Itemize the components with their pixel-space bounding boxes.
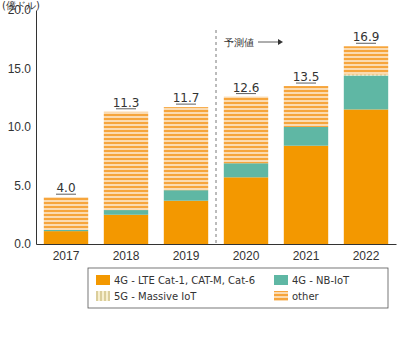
legend-swatch	[96, 275, 110, 285]
legend-label: 4G - LTE Cat-1, CAT-M, Cat-6	[114, 275, 255, 286]
legend-swatch	[96, 291, 110, 301]
bar-segment	[104, 210, 148, 215]
y-tick-label: 15.0	[8, 62, 32, 76]
legend-swatch	[274, 275, 288, 285]
x-tick-label: 2017	[53, 249, 80, 263]
legend-swatch	[274, 291, 288, 301]
bar-segment	[44, 231, 88, 244]
annotation-arrow	[258, 42, 278, 43]
total-underline	[116, 108, 136, 109]
bar-segment	[164, 190, 208, 201]
bar-segment	[284, 146, 328, 244]
x-axis-line	[37, 244, 397, 245]
chart-container: 0.05.010.015.020.0(億ドル)20172018201920202…	[0, 0, 416, 343]
legend-label: 4G - NB-IoT	[292, 275, 350, 286]
bar-segment	[164, 201, 208, 244]
total-label: 16.9	[353, 30, 380, 44]
chart-svg: 0.05.010.015.020.0(億ドル)20172018201920202…	[0, 0, 416, 343]
legend-label: other	[292, 291, 320, 302]
total-underline	[56, 194, 76, 195]
legend-frame	[88, 268, 388, 308]
y-tick: 5.0	[14, 179, 36, 193]
y-axis: 0.05.010.015.020.0	[8, 3, 37, 251]
bar-segment	[344, 76, 388, 110]
forecast-divider	[216, 30, 217, 244]
x-tick: 2020	[233, 244, 260, 263]
y-tick-label: 5.0	[14, 179, 31, 193]
x-tick: 2018	[113, 244, 140, 263]
bar-segment	[344, 74, 388, 75]
total-labels: 4.0 11.3 11.7 12.6 13.5 16.9	[56, 30, 379, 195]
y-tick-label: 10.0	[8, 120, 32, 134]
legend: 4G - LTE Cat-1, CAT-M, Cat-6 4G - NB-IoT 5…	[88, 268, 388, 308]
total-label: 11.7	[173, 91, 200, 105]
x-tick-label: 2018	[113, 249, 140, 263]
x-tick: 2022	[353, 244, 380, 263]
bar-segment	[44, 197, 88, 230]
total-underline	[296, 83, 316, 84]
x-axis: 2017 2018 2019 2020 2021 2022	[37, 244, 397, 263]
bar-segment	[284, 86, 328, 127]
x-tick-label: 2021	[293, 249, 320, 263]
bar-segment	[104, 215, 148, 244]
total-underline	[356, 43, 376, 44]
y-tick: 15.0	[8, 62, 36, 76]
series-bars	[344, 74, 388, 75]
bar-segment	[104, 112, 148, 210]
bar-segment	[44, 230, 88, 231]
x-tick: 2021	[293, 244, 320, 263]
bar-segment	[284, 127, 328, 146]
bar-segment	[224, 97, 268, 164]
annotation-arrowhead	[278, 39, 283, 45]
total-label: 4.0	[56, 181, 75, 195]
y-axis-title: (億ドル)	[2, 0, 40, 11]
bar-segment	[344, 109, 388, 244]
y-axis-line	[36, 11, 37, 245]
x-tick: 2019	[173, 244, 200, 263]
bar-segment	[224, 163, 268, 177]
legend-label: 5G - Massive IoT	[114, 291, 197, 302]
total-label: 11.3	[113, 96, 140, 110]
y-tick: 10.0	[8, 120, 36, 134]
y-tick: 0.0	[14, 237, 36, 251]
total-underline	[236, 93, 256, 94]
bar-segment	[224, 177, 268, 244]
x-tick-label: 2020	[233, 249, 260, 263]
x-tick-label: 2019	[173, 249, 200, 263]
bar-segment	[344, 46, 388, 74]
total-label: 12.6	[233, 81, 260, 95]
total-underline	[176, 104, 196, 105]
x-tick-label: 2022	[353, 249, 380, 263]
bar-segment	[164, 107, 208, 190]
x-tick: 2017	[53, 244, 80, 263]
annotation: 予測値	[224, 37, 254, 48]
y-tick-label: 0.0	[14, 237, 31, 251]
total-label: 13.5	[293, 70, 320, 84]
